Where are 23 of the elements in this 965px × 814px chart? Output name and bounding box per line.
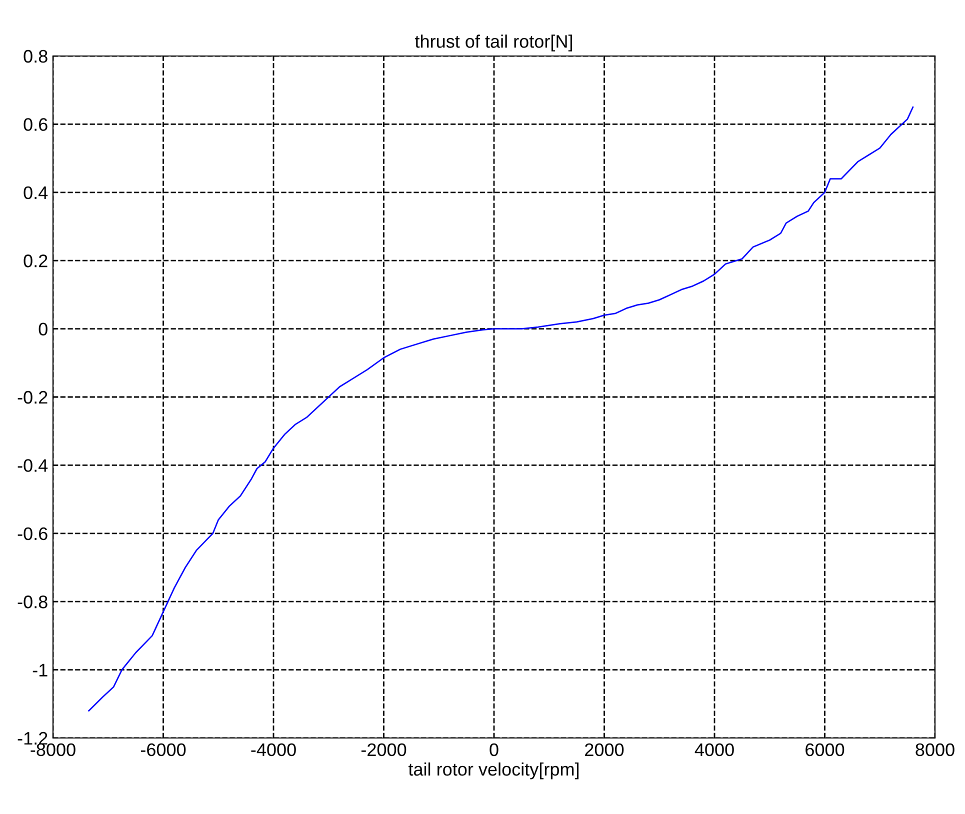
y-tick-label: 0.8 <box>24 50 48 63</box>
x-tick-label: 6000 <box>806 743 844 756</box>
y-tick-label: -0.4 <box>18 459 48 472</box>
y-tick-label: 0.4 <box>24 186 48 200</box>
y-tick-label: 0.6 <box>24 118 48 131</box>
y-tick-label: -0.6 <box>18 527 48 540</box>
y-tick-label: 0.2 <box>24 254 48 268</box>
x-tick-label: 4000 <box>694 743 734 756</box>
x-tick-label: -6000 <box>140 743 186 756</box>
x-tick-label: 2000 <box>585 743 624 756</box>
y-tick-label: -0.2 <box>18 390 48 404</box>
x-tick-label: -8000 <box>30 743 76 756</box>
y-tick-label: -1 <box>32 664 48 676</box>
x-tick-label: -4000 <box>251 743 296 756</box>
x-axis-title: tail rotor velocity[rpm] <box>408 762 579 780</box>
x-tick-label: 0 <box>490 743 498 756</box>
y-tick-label: -0.8 <box>18 596 48 608</box>
chart-title: thrust of tail rotor[N] <box>415 34 572 52</box>
x-tick-label: 8000 <box>916 743 954 756</box>
x-tick-label: -2000 <box>361 743 406 756</box>
y-tick-label: -1.2 <box>18 732 48 745</box>
line-series <box>88 106 914 712</box>
y-tick-label: 0 <box>38 322 48 336</box>
